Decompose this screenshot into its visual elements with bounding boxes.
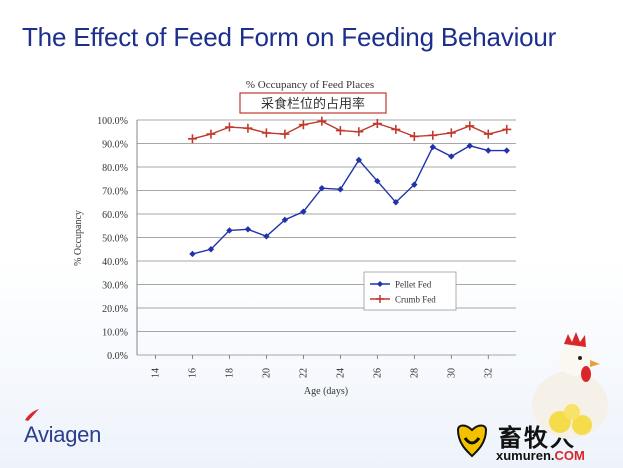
series-line-2 — [192, 120, 507, 140]
pellet-fed-point — [300, 208, 307, 215]
series-line-1 — [192, 145, 507, 255]
y-tick-label: 100.0% — [97, 116, 128, 127]
legend-label: Crumb Fed — [395, 295, 436, 305]
crumb-fed-point — [502, 124, 512, 134]
x-tick-label: 24 — [335, 368, 346, 378]
chart-series — [187, 116, 512, 258]
x-tick-label: 28 — [409, 368, 420, 378]
pellet-fed-point — [503, 147, 510, 154]
slide-title: The Effect of Feed Form on Feeding Behav… — [22, 22, 557, 52]
pellet-fed-point — [207, 246, 215, 253]
crumb-fed-point — [243, 123, 253, 133]
pellet-fed-point — [485, 147, 492, 154]
y-tick-label: 0.0% — [107, 351, 128, 362]
crumb-fed-point — [446, 128, 456, 138]
x-tick-label: 14 — [150, 368, 161, 378]
crumb-fed-point — [280, 129, 290, 139]
legend-box — [363, 271, 457, 311]
pellet-fed-point — [411, 181, 418, 188]
y-tick-label: 50.0% — [102, 234, 128, 245]
crumb-fed-point — [409, 131, 419, 141]
xumuren-url: xumuren.COM — [496, 448, 585, 463]
crumb-fed-point — [372, 119, 382, 129]
pellet-fed-point — [226, 227, 233, 234]
x-tick-label: 20 — [261, 368, 272, 378]
crumb-fed-point — [465, 121, 475, 131]
chart-title: % Occupancy of Feed Places — [246, 79, 374, 91]
y-tick-label: 70.0% — [102, 187, 128, 198]
pellet-fed-point — [374, 177, 381, 185]
pellet-fed-point — [429, 143, 437, 151]
legend-marker — [376, 295, 384, 303]
chart-gridlines — [137, 119, 516, 356]
xumuren-logo-icon — [456, 424, 488, 458]
chicken-illustration — [532, 332, 608, 439]
crumb-fed-point — [224, 122, 234, 132]
chart-subtitle: 采食栏位的占用率 — [261, 96, 365, 112]
pellet-fed-point — [448, 153, 455, 160]
x-tick-label: 22 — [298, 368, 309, 378]
legend-label: Pellet Fed — [395, 280, 432, 290]
crumb-fed-point — [391, 124, 401, 134]
crumb-fed-point — [298, 120, 308, 130]
crumb-fed-point — [335, 126, 345, 136]
aviagen-logo: Aviagen — [24, 422, 102, 447]
crumb-fed-point — [428, 130, 438, 140]
chart-subtitle-box — [239, 92, 387, 114]
pellet-fed-point — [318, 184, 326, 192]
pellet-fed-point — [281, 216, 289, 224]
y-tick-label: 40.0% — [102, 257, 128, 268]
y-axis-label: % Occupancy — [73, 210, 84, 266]
chart-axes: 0.0% 10.0% 20.0% 30.0% 40.0% 50.0% 60.0% 70.0% 8… — [97, 116, 494, 378]
crumb-fed-point — [483, 129, 493, 139]
pellet-fed-point — [392, 199, 400, 206]
pellet-fed-point — [263, 233, 270, 240]
y-tick-label: 30.0% — [102, 281, 128, 292]
pellet-fed-point — [355, 156, 363, 164]
x-tick-label: 16 — [187, 368, 198, 378]
y-tick-label: 20.0% — [102, 304, 128, 315]
xumuren-url-main: xumuren. — [496, 448, 555, 463]
y-tick-label: 60.0% — [102, 210, 128, 221]
x-tick-label: 26 — [372, 368, 383, 378]
y-tick-label: 10.0% — [102, 328, 128, 339]
crumb-fed-point — [354, 127, 364, 137]
x-tick-label: 32 — [483, 368, 494, 378]
legend-marker — [377, 281, 383, 287]
crumb-fed-point — [261, 128, 271, 138]
y-tick-label: 90.0% — [102, 140, 128, 151]
pellet-fed-point — [466, 142, 473, 150]
chart-legend: Pellet Fed Crumb Fed — [363, 271, 457, 311]
crumb-fed-point — [187, 134, 197, 144]
aviagen-bird-icon — [25, 409, 39, 421]
pellet-fed-point — [244, 226, 252, 233]
pellet-fed-point — [189, 250, 196, 258]
xumuren-url-tld: COM — [554, 448, 585, 463]
x-tick-label: 18 — [224, 368, 235, 378]
pellet-fed-point — [337, 186, 344, 193]
crumb-fed-point — [317, 116, 327, 126]
y-tick-label: 80.0% — [102, 163, 128, 174]
x-axis-label: Age (days) — [304, 386, 348, 397]
crumb-fed-point — [206, 129, 216, 139]
x-tick-label: 30 — [446, 368, 457, 378]
